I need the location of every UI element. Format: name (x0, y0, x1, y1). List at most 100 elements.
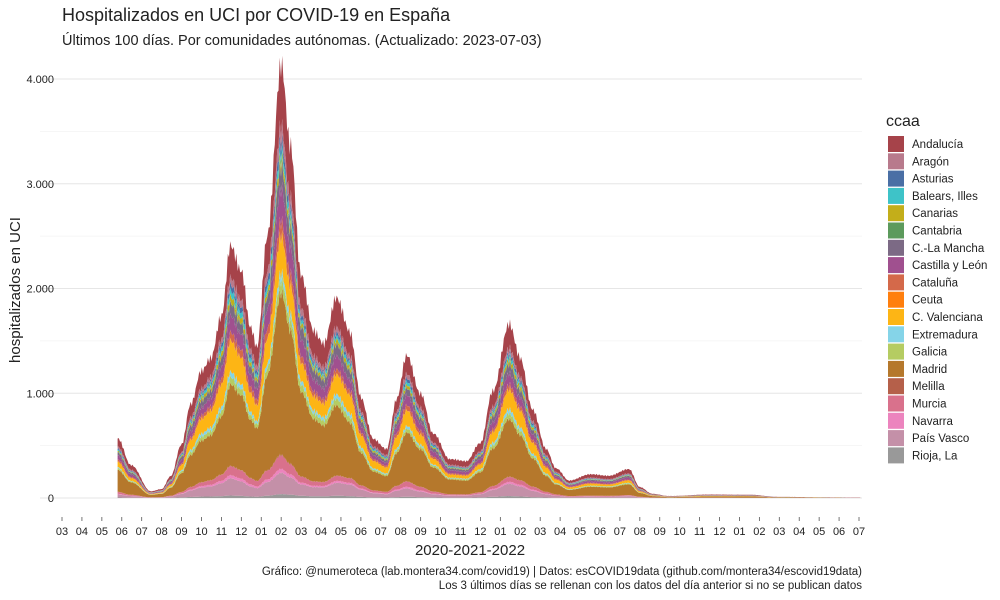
legend-label: Castilla y León (912, 260, 987, 272)
legend-swatch (888, 378, 904, 395)
x-tick-label: 09 (415, 526, 427, 538)
legend-swatch (888, 257, 904, 274)
legend-label: Canarias (912, 208, 958, 220)
x-tick-label: 03 (773, 526, 785, 538)
x-tick-label: 10 (195, 526, 207, 538)
x-tick-label: 02 (275, 526, 287, 538)
legend-label: Extremadura (912, 329, 978, 341)
y-tick-label: 0 (48, 493, 54, 505)
x-tick-label: 06 (355, 526, 367, 538)
x-tick-label: 12 (474, 526, 486, 538)
legend-swatch (888, 153, 904, 170)
x-tick-label: 09 (175, 526, 187, 538)
x-tick-label: 05 (813, 526, 825, 538)
legend-label: Navarra (912, 416, 954, 428)
legend-label: Melilla (912, 381, 945, 393)
x-tick-label: 04 (554, 526, 566, 538)
legend-label: Balears, Illes (912, 191, 978, 203)
chart-subtitle: Últimos 100 días. Por comunidades autóno… (62, 32, 542, 49)
x-tick-label: 07 (136, 526, 148, 538)
area-murcia (117, 454, 861, 498)
legend-swatch (888, 187, 904, 204)
area-castilla-y-león (117, 181, 861, 498)
legend-swatch (888, 343, 904, 360)
area-andalucía (117, 55, 861, 498)
x-tick-label: 01 (733, 526, 745, 538)
x-tick-label: 04 (76, 526, 88, 538)
legend-swatch (888, 170, 904, 187)
legend-swatch (888, 309, 904, 325)
x-tick-label: 09 (654, 526, 666, 538)
legend-label: Ceuta (912, 295, 943, 307)
x-tick-label: 03 (295, 526, 307, 538)
y-tick-label: 4.000 (26, 74, 54, 86)
x-tick-label: 08 (156, 526, 168, 538)
area-galicia (117, 275, 861, 498)
legend-label: Aragón (912, 156, 949, 168)
legend-label: C.-La Mancha (912, 243, 985, 255)
legend-swatch (888, 326, 904, 343)
legend-label: Cataluña (912, 277, 959, 289)
y-tick-label: 2.000 (26, 284, 54, 296)
y-axis-label: hospitalizados en UCI (7, 217, 24, 363)
legend-swatch (888, 136, 904, 152)
y-tick-label: 1.000 (26, 388, 54, 400)
caption-credits: Gráfico: @numeroteca (lab.montera34.com/… (262, 566, 862, 578)
legend-label: C. Valenciana (912, 312, 983, 324)
x-tick-label: 06 (116, 526, 128, 538)
legend-swatch (888, 430, 904, 447)
legend-swatch (888, 274, 904, 291)
x-tick-label: 06 (594, 526, 606, 538)
x-tick-label: 02 (753, 526, 765, 538)
legend-label: Murcia (912, 399, 947, 411)
legend-label: Madrid (912, 364, 947, 376)
x-tick-label: 12 (713, 526, 725, 538)
area-c-valenciana (117, 230, 861, 498)
x-tick-label: 05 (96, 526, 108, 538)
x-tick-label: 08 (395, 526, 407, 538)
legend-swatch (888, 239, 904, 256)
legend: Andalucía Aragón Asturias Balears, Illes Can… (888, 136, 987, 464)
x-tick-label: 04 (793, 526, 805, 538)
x-tick-label: 12 (235, 526, 247, 538)
legend-label: Rioja, La (912, 450, 958, 462)
x-tick-label: 07 (375, 526, 387, 538)
legend-swatch (888, 205, 904, 222)
x-tick-label: 02 (514, 526, 526, 538)
legend-label: Andalucía (912, 139, 964, 151)
x-tick-label: 11 (216, 526, 227, 538)
x-tick-label: 01 (255, 526, 267, 538)
x-tick-label: 03 (56, 526, 68, 538)
legend-swatch (888, 395, 904, 412)
x-tick-label: 03 (534, 526, 546, 538)
area-país-vasco (117, 472, 861, 498)
area-c-la-mancha (117, 160, 861, 498)
x-tick-label: 05 (335, 526, 347, 538)
legend-label: Asturias (912, 174, 954, 186)
area-rioja-la (117, 494, 861, 498)
chart-title: Hospitalizados en UCI por COVID-19 en Es… (62, 5, 451, 25)
x-tick-label: 07 (614, 526, 626, 538)
x-tick-label: 05 (574, 526, 586, 538)
x-tick-label: 11 (455, 526, 466, 538)
legend-title: ccaa (886, 113, 920, 130)
x-tick-label: 04 (315, 526, 327, 538)
caption-note: Los 3 últimos días se rellenan con los d… (439, 580, 862, 592)
x-tick-label: 10 (434, 526, 446, 538)
legend-label: Cantabria (912, 226, 962, 238)
x-tick-label: 10 (674, 526, 686, 538)
legend-swatch (888, 447, 904, 464)
legend-swatch (888, 222, 904, 239)
x-tick-label: 11 (694, 526, 705, 538)
legend-swatch (888, 291, 904, 308)
x-tick-label: 07 (853, 526, 865, 538)
y-tick-label: 3.000 (26, 179, 54, 191)
x-tick-label: 01 (494, 526, 506, 538)
x-axis-label: 2020-2021-2022 (415, 542, 525, 559)
area-madrid (117, 288, 861, 498)
x-tick-label: 08 (634, 526, 646, 538)
legend-label: País Vasco (912, 433, 969, 445)
legend-swatch (888, 412, 904, 429)
